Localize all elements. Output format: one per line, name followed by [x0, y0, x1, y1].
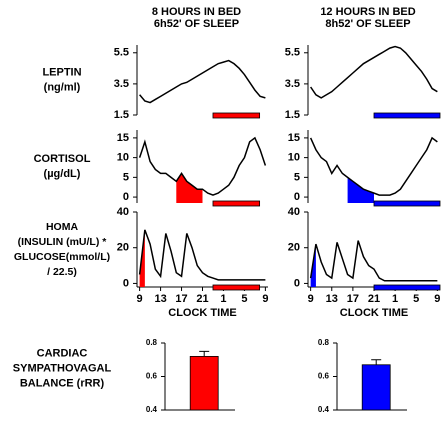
data-line	[310, 45, 438, 99]
y-tick-label: 5.5	[285, 47, 300, 59]
x-tick-label: 13	[326, 293, 338, 305]
sleep-bar	[212, 112, 261, 119]
row-label: SYMPATHOVAGAL	[13, 362, 112, 374]
y-tick-label: 5.5	[114, 47, 129, 59]
y-tick-label: 3.5	[285, 78, 300, 90]
row-label: HOMA	[46, 221, 78, 233]
x-tick-label: 5	[241, 293, 247, 305]
x-tick-label: 17	[347, 293, 359, 305]
y-tick-label: 40	[117, 206, 129, 218]
sleep-bar	[373, 112, 441, 119]
shaded-area	[176, 173, 203, 203]
sleep-bar	[373, 284, 441, 291]
y-tick-label: 15	[117, 132, 129, 144]
y-tick-label: 1.5	[285, 109, 300, 121]
x-axis-label: CLOCK TIME	[168, 307, 236, 319]
bar	[361, 364, 391, 411]
row-label: CARDIAC	[37, 347, 88, 359]
data-line	[139, 59, 266, 104]
column-title: 8 HOURS IN BED	[152, 6, 241, 18]
y-tick-label: 0	[123, 277, 129, 289]
bar	[189, 355, 219, 411]
y-tick-label: 0.6	[146, 372, 158, 381]
y-tick-label: 0.8	[318, 338, 330, 347]
x-tick-label: 5	[413, 293, 419, 305]
y-tick-label: 15	[288, 132, 300, 144]
data-line	[138, 136, 267, 196]
data-line	[309, 240, 438, 282]
x-axis-label: CLOCK TIME	[340, 307, 408, 319]
data-line	[309, 136, 438, 196]
sleep-bar	[373, 200, 441, 207]
y-tick-label: 5	[294, 171, 300, 183]
row-label: LEPTIN	[42, 66, 81, 78]
y-tick-label: 10	[288, 152, 300, 164]
y-tick-label: 20	[288, 242, 300, 254]
x-tick-label: 21	[368, 293, 380, 305]
y-tick-label: 40	[288, 206, 300, 218]
row-label: (µg/dL)	[44, 168, 81, 180]
column-title: 8h52' OF SLEEP	[325, 18, 410, 30]
row-label: / 22.5)	[47, 266, 77, 278]
shaded-area	[347, 177, 374, 203]
row-label: (ng/ml)	[44, 81, 81, 93]
y-tick-label: 20	[117, 242, 129, 254]
y-tick-label: 5	[123, 171, 129, 183]
x-tick-label: 17	[175, 293, 187, 305]
y-tick-label: 0.8	[146, 338, 158, 347]
row-label: BALANCE (rRR)	[20, 377, 105, 389]
x-tick-label: 1	[220, 293, 226, 305]
y-tick-label: 1.5	[114, 109, 129, 121]
y-tick-label: 3.5	[114, 78, 129, 90]
y-tick-label: 0.4	[318, 405, 330, 414]
x-tick-label: 9	[262, 293, 268, 305]
data-line	[138, 229, 266, 281]
y-tick-label: 0	[294, 277, 300, 289]
y-tick-label: 0.6	[318, 372, 330, 381]
y-tick-label: 0	[123, 191, 129, 203]
row-label: CORTISOL	[34, 153, 91, 165]
column-title: 6h52' OF SLEEP	[154, 18, 239, 30]
row-label: GLUCOSE(mmol/L)	[14, 251, 110, 263]
sleep-bar	[212, 284, 261, 291]
y-tick-label: 10	[117, 152, 129, 164]
x-tick-label: 9	[308, 293, 314, 305]
x-tick-label: 9	[434, 293, 440, 305]
x-tick-label: 21	[196, 293, 208, 305]
y-tick-label: 0	[294, 191, 300, 203]
y-tick-label: 0.4	[146, 405, 158, 414]
x-tick-label: 13	[154, 293, 166, 305]
x-tick-label: 1	[392, 293, 398, 305]
column-title: 12 HOURS IN BED	[320, 6, 415, 18]
x-tick-label: 9	[137, 293, 143, 305]
row-label: (INSULIN (mU/L) *	[18, 236, 108, 248]
sleep-bar	[212, 200, 261, 207]
